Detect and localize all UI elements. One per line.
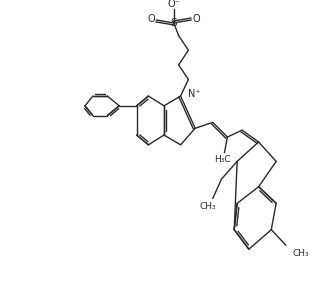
Text: CH₃: CH₃ xyxy=(293,249,309,258)
Text: CH₃: CH₃ xyxy=(200,202,216,211)
Text: N⁺: N⁺ xyxy=(188,89,201,99)
Text: O: O xyxy=(193,14,200,24)
Text: O⁻: O⁻ xyxy=(167,0,180,9)
Text: S: S xyxy=(170,18,177,28)
Text: H₃C: H₃C xyxy=(214,155,231,164)
Text: O: O xyxy=(147,14,155,24)
